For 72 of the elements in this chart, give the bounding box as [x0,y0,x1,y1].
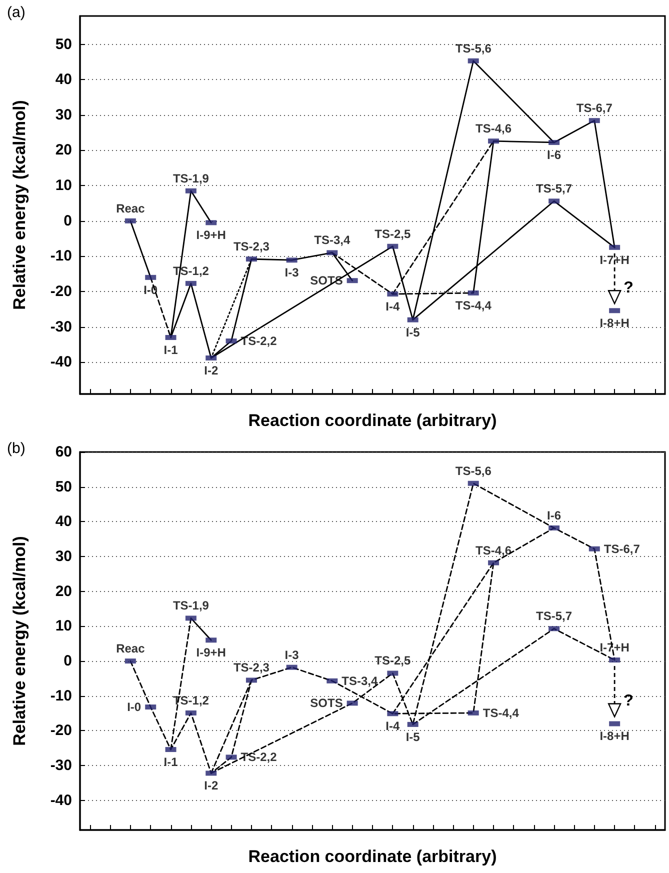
data-label: I-3 [284,648,300,662]
data-label: TS-2,2 [240,334,278,348]
data-label: TS-5,7 [536,182,572,196]
y-tick-label: 30 [55,548,72,566]
y-axis-title: Relative energy (kcal/mol) [10,536,29,746]
data-label: I-6 [547,508,562,522]
data-label: I-0 [127,700,142,714]
y-tick-label: 60 [55,444,72,460]
data-label: TS-6,7 [576,101,613,116]
data-label: TS-4,4 [455,298,492,312]
data-label: TS-4,4 [482,706,520,720]
y-tick-label: 50 [55,36,72,53]
data-label: I-4 [386,719,400,734]
y-tick-label: 40 [55,513,72,530]
y-tick-label: -10 [50,687,72,704]
data-label: I-8+H [600,316,630,330]
y-tick-label: 50 [55,478,72,496]
y-tick-label: -20 [50,283,72,300]
data-label: TS-3,4 [342,674,378,688]
y-tick-label: -10 [50,248,72,265]
y-tick-label: -40 [50,792,72,809]
data-label: TS-4,6 [476,122,512,136]
data-label: TS-2,3 [233,240,270,254]
data-label: I-9+H [196,228,226,242]
data-label: I-8+H [600,729,630,744]
data-label: I-7+H [600,252,630,267]
data-label: I-1 [164,342,178,357]
y-tick-label: 0 [64,652,72,670]
y-tick-label: -30 [50,757,72,774]
data-label: TS-5,7 [536,609,572,624]
data-label: I-2 [204,778,218,793]
data-label: I-5 [406,325,420,340]
chart-title: (a) [7,4,26,21]
data-label: TS-2,5 [374,654,411,668]
data-label: TS-6,7 [604,542,640,556]
y-tick-label: 40 [55,71,72,88]
data-label: I-7+H [600,640,630,654]
data-label: I-3 [284,266,300,280]
chart-title: (b) [7,440,26,457]
data-label: Reac [116,201,146,216]
data-label: I-5 [406,730,420,744]
data-label: I-9+H [196,646,226,660]
y-tick-label: 10 [55,618,72,635]
data-label: TS-1,2 [172,693,210,708]
y-tick-label: -40 [50,354,72,371]
y-tick-label: 20 [55,142,72,159]
data-label: I-1 [164,755,178,770]
y-tick-label: 20 [55,582,72,600]
data-label: TS-1,9 [172,598,210,613]
y-tick-label: 0 [64,212,72,230]
x-axis-title: Reaction coordinate (arbitrary) [248,411,497,430]
data-label: I-2 [204,363,218,378]
data-label: Reac [116,642,146,656]
y-tick-label: 10 [55,177,72,194]
y-tick-label: 30 [55,106,72,124]
data-label: TS-2,2 [240,750,278,764]
data-label: TS-2,5 [374,226,411,241]
data-label: TS-4,6 [476,543,512,558]
annotation: ? [624,280,634,297]
x-axis-title: Reaction coordinate (arbitrary) [248,847,497,866]
data-label: TS-5,6 [455,464,492,478]
data-label: I-4 [386,300,400,314]
data-label: TS-3,4 [314,233,350,248]
data-label: TS-1,9 [172,171,210,186]
data-label: TS-5,6 [455,41,492,56]
data-label: TS-2,3 [233,660,270,675]
annotation: ? [624,692,634,710]
y-axis-title: Relative energy (kcal/mol) [10,100,29,310]
y-tick-label: -30 [50,318,72,336]
y-tick-label: -20 [50,722,72,740]
data-label: SOTS [310,696,343,710]
data-label: I-6 [547,148,562,162]
